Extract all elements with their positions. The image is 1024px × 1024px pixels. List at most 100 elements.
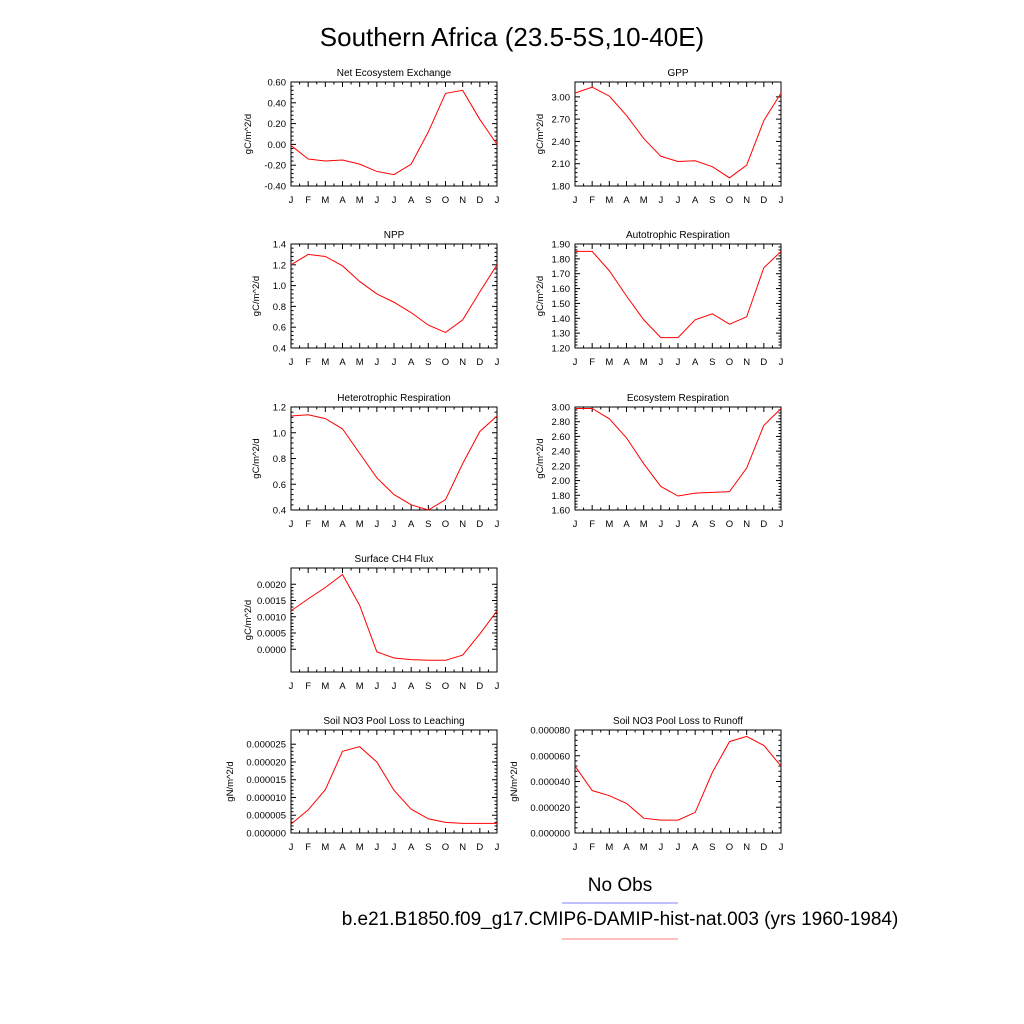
plot-frame	[574, 81, 782, 187]
y-tick-label: 1.80	[552, 182, 571, 193]
x-tick-label: S	[425, 842, 431, 853]
x-tick-label: N	[459, 357, 466, 368]
series-line	[290, 746, 497, 825]
y-tick-label: 0.000025	[246, 740, 286, 751]
y-tick-label: 0.000080	[530, 726, 570, 737]
y-tick-label: 2.10	[552, 159, 571, 170]
y-tick-label: 0.00	[268, 140, 287, 151]
page-title: Southern Africa (23.5-5S,10-40E)	[320, 22, 704, 52]
x-tick-label: A	[339, 681, 346, 692]
y-tick-label: 0.6	[273, 323, 286, 334]
y-tick-label: 0.000020	[530, 803, 570, 814]
x-tick-label: J	[676, 357, 681, 368]
series-line	[574, 735, 782, 821]
y-axis-label: gC/m^2/d	[243, 114, 254, 154]
y-tick-label: 3.00	[552, 403, 571, 414]
x-tick-label: J	[289, 842, 294, 853]
x-tick-label: A	[339, 842, 346, 853]
x-tick-label: S	[425, 195, 431, 206]
y-tick-label: 2.70	[552, 115, 571, 126]
x-tick-label: M	[356, 195, 364, 206]
x-tick-label: S	[425, 357, 431, 368]
y-tick-label: 0.0020	[257, 580, 286, 591]
x-tick-label: F	[589, 842, 595, 853]
y-tick-label: 0.000040	[530, 777, 570, 788]
y-tick-label: -0.40	[264, 182, 286, 193]
y-tick-label: 1.4	[273, 240, 286, 251]
plot-frame	[574, 243, 782, 349]
x-tick-label: A	[339, 519, 346, 530]
x-tick-label: F	[589, 519, 595, 530]
x-tick-label: D	[760, 842, 767, 853]
x-tick-label: N	[459, 842, 466, 853]
chart-title: Soil NO3 Pool Loss to Runoff	[613, 716, 743, 727]
x-tick-label: N	[743, 519, 750, 530]
x-tick-label: M	[321, 357, 329, 368]
x-tick-label: A	[339, 357, 346, 368]
x-tick-label: F	[305, 195, 311, 206]
plot-frame	[290, 243, 498, 349]
y-tick-label: 2.20	[552, 461, 571, 472]
y-tick-label: 1.30	[552, 329, 571, 340]
x-tick-label: M	[356, 681, 364, 692]
y-tick-label: 0.000015	[246, 775, 286, 786]
x-tick-label: D	[476, 842, 483, 853]
x-tick-label: F	[305, 681, 311, 692]
chart-title: NPP	[384, 230, 405, 241]
y-tick-label: 0.0010	[257, 612, 286, 623]
y-tick-label: 1.60	[552, 284, 571, 295]
x-tick-label: O	[442, 195, 449, 206]
series-line	[575, 407, 782, 497]
x-tick-label: J	[573, 519, 578, 530]
x-tick-label: A	[408, 842, 415, 853]
x-tick-label: J	[392, 357, 397, 368]
x-tick-label: D	[476, 195, 483, 206]
x-tick-label: M	[356, 357, 364, 368]
x-tick-label: J	[779, 195, 784, 206]
x-tick-label: M	[356, 519, 364, 530]
y-axis-label: gC/m^2/d	[243, 600, 254, 640]
x-tick-label: A	[408, 195, 415, 206]
x-tick-label: O	[726, 357, 733, 368]
x-tick-label: O	[442, 519, 449, 530]
y-tick-label: 0.0005	[257, 629, 286, 640]
x-tick-label: N	[743, 357, 750, 368]
x-tick-label: O	[442, 357, 449, 368]
x-tick-label: J	[374, 357, 379, 368]
y-tick-label: 1.60	[552, 506, 571, 517]
x-tick-label: M	[605, 519, 613, 530]
x-tick-label: A	[692, 519, 699, 530]
x-tick-label: D	[760, 357, 767, 368]
plot-frame	[290, 567, 498, 673]
x-tick-label: A	[692, 357, 699, 368]
legend: No Obs b.e21.B1850.f09_g17.CMIP6-DAMIP-h…	[342, 875, 898, 940]
x-tick-label: D	[760, 519, 767, 530]
x-tick-label: J	[392, 681, 397, 692]
y-tick-label: 0.000000	[530, 829, 570, 840]
x-tick-label: J	[495, 681, 500, 692]
series-line	[290, 573, 498, 661]
x-tick-label: J	[392, 519, 397, 530]
y-tick-label: 2.60	[552, 432, 571, 443]
x-tick-label: J	[676, 195, 681, 206]
x-tick-label: A	[623, 519, 630, 530]
x-tick-label: M	[605, 842, 613, 853]
y-tick-label: 0.20	[268, 119, 287, 130]
x-tick-label: F	[305, 357, 311, 368]
y-tick-label: 0.000060	[530, 751, 570, 762]
plot-frame	[574, 729, 782, 834]
chart-title: Net Ecosystem Exchange	[337, 68, 452, 79]
x-tick-label: M	[640, 195, 648, 206]
x-tick-label: J	[779, 842, 784, 853]
y-axis-label: gC/m^2/d	[535, 438, 546, 478]
chart-title: Heterotrophic Respiration	[337, 393, 450, 404]
x-tick-label: N	[459, 681, 466, 692]
x-tick-label: O	[442, 842, 449, 853]
y-axis-label: gC/m^2/d	[251, 276, 262, 316]
x-tick-label: J	[374, 681, 379, 692]
y-tick-label: 0.000020	[246, 757, 286, 768]
